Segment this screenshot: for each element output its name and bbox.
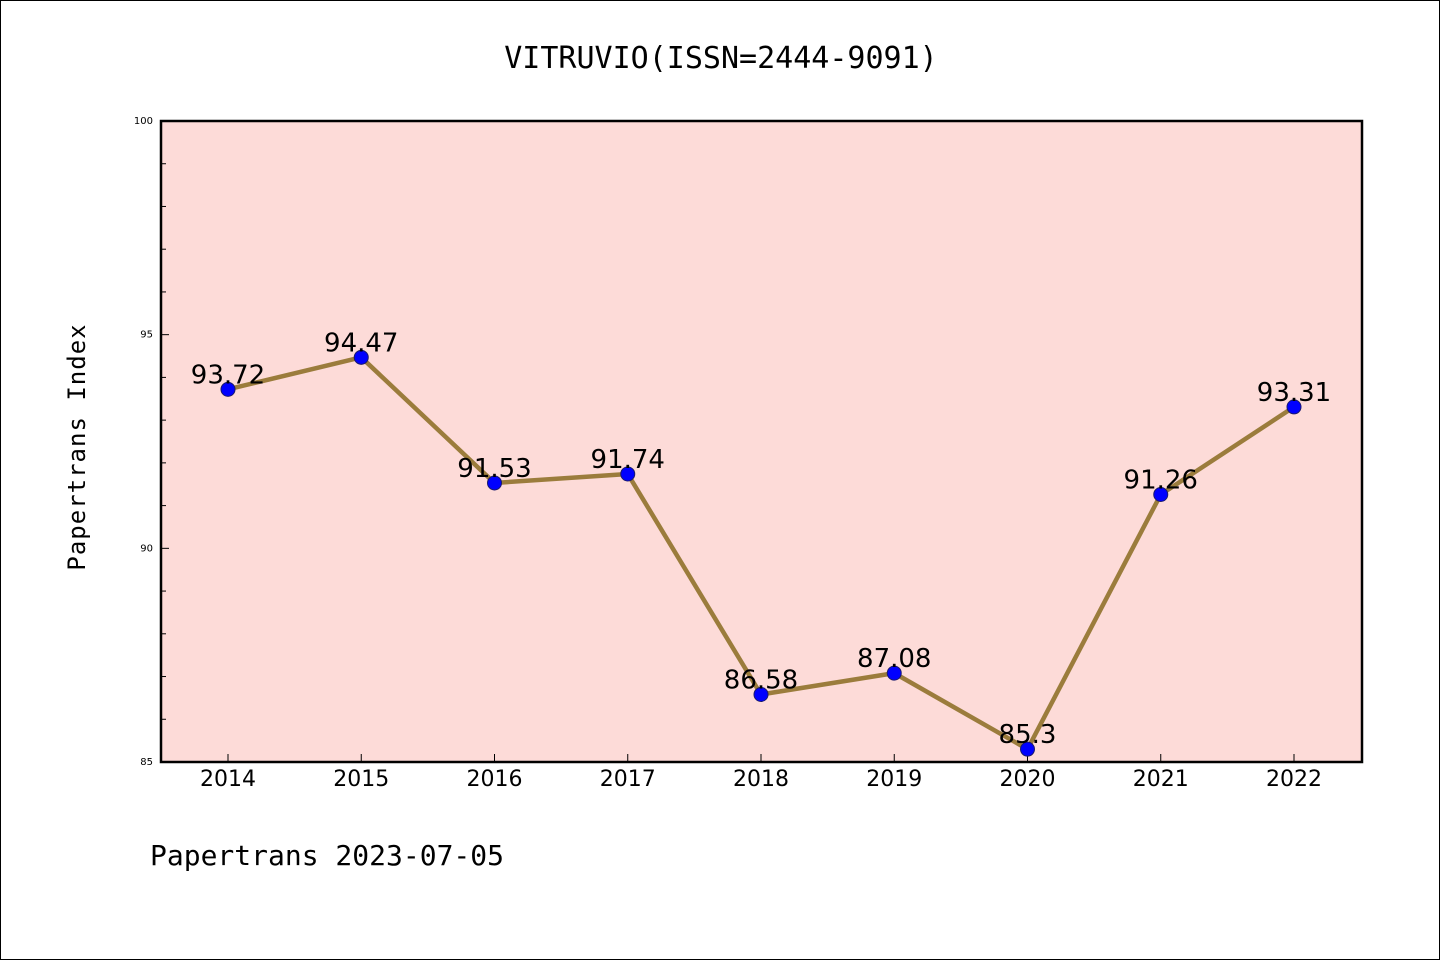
plot-frame [159, 119, 1364, 764]
x-tick-label: 2022 [1266, 767, 1322, 792]
x-tick-label: 2016 [467, 767, 523, 792]
axis-ticks: 85 90 95 100 2014 2015 2016 2017 2018 2019 2020 202… [134, 116, 1322, 792]
data-point [220, 381, 236, 397]
data-label: 85.3 [999, 720, 1057, 750]
footer-text: Papertrans 2023-07-05 [150, 839, 504, 872]
x-tick-label: 2020 [1000, 767, 1056, 792]
chart-title: VITRUVIO(ISSN=2444-9091) [504, 41, 937, 76]
data-label: 93.72 [191, 360, 265, 390]
x-tick-label: 2019 [866, 767, 922, 792]
y-axis-label: Papertrans Index [63, 323, 91, 570]
data-label: 91.26 [1124, 465, 1198, 495]
x-tick-label: 2018 [733, 767, 789, 792]
y-tick-label: 85 [140, 757, 153, 768]
x-tick-label: 2017 [600, 767, 656, 792]
data-point [886, 665, 902, 681]
data-label: 87.08 [857, 644, 931, 674]
x-tick-label: 2021 [1133, 767, 1189, 792]
data-label: 94.47 [324, 328, 398, 358]
x-tick-label: 2014 [200, 767, 256, 792]
data-label: 91.53 [457, 454, 531, 484]
data-point [753, 686, 769, 702]
plot-area [161, 121, 1362, 762]
y-tick-label: 100 [134, 116, 153, 127]
data-label: 86.58 [724, 665, 798, 695]
y-tick-label: 90 [140, 543, 153, 554]
x-tick-label: 2015 [333, 767, 389, 792]
data-label: 91.74 [591, 445, 665, 475]
data-point [487, 475, 502, 491]
data-point [353, 349, 369, 365]
y-tick-label: 95 [140, 330, 153, 341]
data-point [1020, 741, 1035, 757]
data-label: 93.31 [1257, 378, 1331, 408]
data-point [620, 466, 636, 482]
data-labels: 93.72 94.47 91.53 91.74 86.58 87.08 85.3 91.26 9… [191, 328, 1331, 750]
data-point [1153, 486, 1169, 502]
data-point [1286, 399, 1302, 415]
series-layer [220, 349, 1302, 757]
